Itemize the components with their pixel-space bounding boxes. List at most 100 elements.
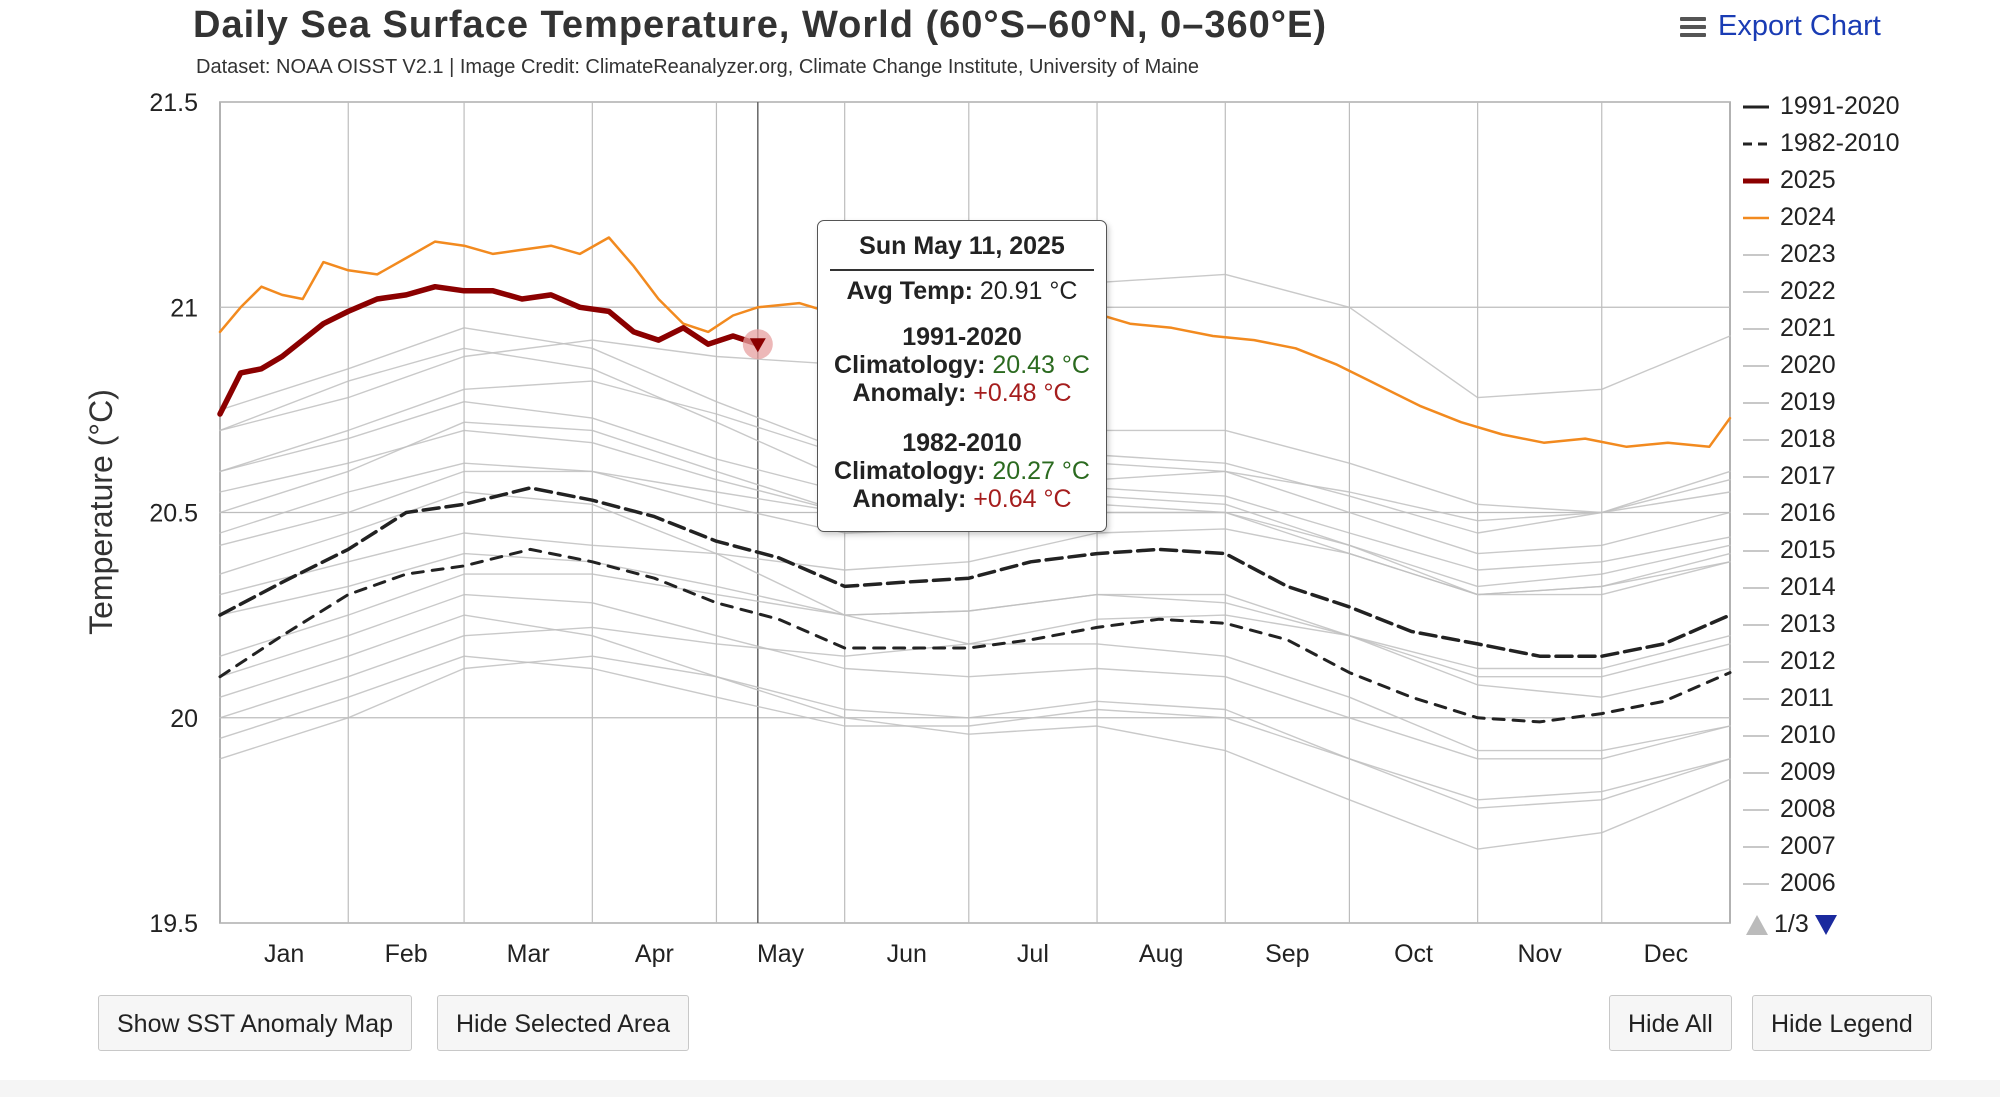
series-line-2009[interactable] — [219, 614, 1731, 719]
legend-swatch — [1743, 734, 1769, 737]
series-line-2007[interactable] — [219, 614, 1731, 850]
legend-label: 2021 — [1780, 314, 1836, 342]
legend-prev-page-icon[interactable] — [1746, 914, 1768, 935]
tooltip-group-1991-2020: 1991-2020 Climatology: 20.43 °C Anomaly:… — [818, 323, 1106, 407]
legend-swatch — [1743, 697, 1769, 700]
export-chart-button[interactable]: Export Chart — [1680, 10, 1881, 43]
legend-item-2008[interactable]: 2008 — [1742, 791, 1982, 828]
legend-label: 2013 — [1780, 610, 1836, 638]
legend-item-2019[interactable]: 2019 — [1742, 384, 1982, 421]
legend-label: 2023 — [1780, 240, 1836, 268]
hide-all-button[interactable]: Hide All — [1609, 995, 1732, 1051]
legend-label: 2011 — [1780, 684, 1834, 712]
legend-swatch — [1743, 290, 1769, 293]
legend-label: 2016 — [1780, 499, 1836, 527]
y-tick-label: 21 — [170, 294, 198, 322]
hide-selected-area-button[interactable]: Hide Selected Area — [437, 995, 690, 1051]
legend-item-2012[interactable]: 2012 — [1742, 643, 1982, 680]
legend-label: 1991-2020 — [1780, 92, 1900, 120]
series-line-1991-2020[interactable] — [218, 486, 1732, 658]
legend-swatch — [1743, 401, 1769, 404]
chart-subtitle: Dataset: NOAA OISST V2.1 | Image Credit:… — [196, 56, 1200, 78]
hover-marker — [742, 329, 773, 360]
legend-item-2006[interactable]: 2006 — [1742, 865, 1982, 902]
legend-swatch — [1743, 882, 1769, 885]
legend-item-2016[interactable]: 2016 — [1742, 495, 1982, 532]
x-tick-label: Jan — [264, 940, 304, 968]
legend-item-2013[interactable]: 2013 — [1742, 606, 1982, 643]
series-line-1982-2010[interactable] — [218, 547, 1732, 724]
hover-point-marker — [749, 338, 766, 353]
hide-legend-button[interactable]: Hide Legend — [1752, 995, 1932, 1051]
legend-swatch — [1743, 364, 1769, 367]
x-tick-label: May — [757, 940, 805, 968]
legend-swatch — [1743, 475, 1769, 478]
x-tick-label: Sep — [1265, 940, 1309, 968]
legend-pager: 1/3 — [1746, 910, 1837, 939]
hamburger-menu-icon — [1680, 16, 1706, 37]
series-line-2013[interactable] — [219, 552, 1731, 670]
legend-item-2010[interactable]: 2010 — [1742, 717, 1982, 754]
footer-strip — [0, 1080, 2000, 1097]
anomaly-label: Anomaly: — [852, 485, 967, 513]
series-line-2025[interactable] — [217, 283, 761, 417]
legend-swatch — [1743, 253, 1769, 256]
legend-next-page-icon[interactable] — [1814, 914, 1837, 935]
climatology-label: Climatology: — [834, 457, 986, 485]
x-tick-label: Mar — [507, 940, 550, 968]
legend-swatch — [1743, 586, 1769, 589]
x-tick-label: Aug — [1139, 940, 1183, 968]
legend-item-1991-2020[interactable]: 1991-2020 — [1742, 88, 1982, 125]
series-line-2008[interactable] — [219, 655, 1731, 801]
export-chart-label: Export Chart — [1718, 10, 1881, 42]
period-label: 1991-2020 — [902, 323, 1022, 351]
tooltip-date: Sun May 11, 2025 — [859, 232, 1065, 260]
anomaly-label: Anomaly: — [852, 379, 967, 407]
legend-item-2009[interactable]: 2009 — [1742, 754, 1982, 791]
legend-swatch — [1743, 327, 1769, 330]
chart-title: Daily Sea Surface Temperature, World (60… — [193, 4, 1327, 46]
y-tick-label: 19.5 — [149, 910, 198, 938]
x-tick-label: Oct — [1394, 940, 1433, 968]
legend-item-2015[interactable]: 2015 — [1742, 532, 1982, 569]
legend-item-2017[interactable]: 2017 — [1742, 458, 1982, 495]
legend-label: 2007 — [1780, 832, 1836, 860]
legend-item-2023[interactable]: 2023 — [1742, 236, 1982, 273]
x-tick-label: Feb — [385, 940, 428, 968]
legend-item-2020[interactable]: 2020 — [1742, 347, 1982, 384]
legend-item-2021[interactable]: 2021 — [1742, 310, 1982, 347]
legend-label: 2018 — [1780, 425, 1836, 453]
avg-temp-value: 20.91 °C — [979, 277, 1078, 305]
legend-label: 2010 — [1780, 721, 1836, 749]
series-line-2006[interactable] — [219, 655, 1731, 809]
legend-item-2022[interactable]: 2022 — [1742, 273, 1982, 310]
y-axis-label: Temperature (°C) — [83, 389, 119, 635]
legend-label: 2006 — [1780, 869, 1836, 897]
legend-label: 2020 — [1780, 351, 1836, 379]
tooltip-divider — [830, 269, 1094, 271]
legend-item-2011[interactable]: 2011 — [1742, 680, 1982, 717]
y-tick-label: 20 — [170, 705, 198, 733]
legend-item-1982-2010[interactable]: 1982-2010 — [1742, 125, 1982, 162]
axes: 19.5 20 20.5 21 21.5 Jan Feb Mar Apr May Jun Jul Aug… — [149, 89, 1688, 968]
y-tick-label: 21.5 — [149, 89, 198, 117]
legend-swatch — [1743, 512, 1769, 515]
show-sst-anomaly-map-button[interactable]: Show SST Anomaly Map — [98, 995, 413, 1051]
legend-label: 2009 — [1780, 758, 1836, 786]
legend-swatch — [1743, 105, 1769, 108]
legend-item-2024[interactable]: 2024 — [1742, 199, 1982, 236]
tooltip-avg-temp: Avg Temp: 20.91 °C — [818, 277, 1106, 305]
series-line-2012[interactable] — [219, 573, 1731, 698]
legend-item-2014[interactable]: 2014 — [1742, 569, 1982, 606]
legend-item-2007[interactable]: 2007 — [1742, 828, 1982, 865]
series-line-2011[interactable] — [219, 593, 1731, 760]
series-line-2014[interactable] — [219, 528, 1731, 596]
climatology-label: Climatology: — [834, 351, 986, 379]
legend-label: 2019 — [1780, 388, 1836, 416]
legend-item-2018[interactable]: 2018 — [1742, 421, 1982, 458]
legend-item-2025[interactable]: 2025 — [1742, 162, 1982, 199]
legend-swatch — [1743, 178, 1769, 183]
legend-label: 2014 — [1780, 573, 1836, 601]
legend-label: 2015 — [1780, 536, 1836, 564]
x-tick-label: Dec — [1644, 940, 1688, 968]
